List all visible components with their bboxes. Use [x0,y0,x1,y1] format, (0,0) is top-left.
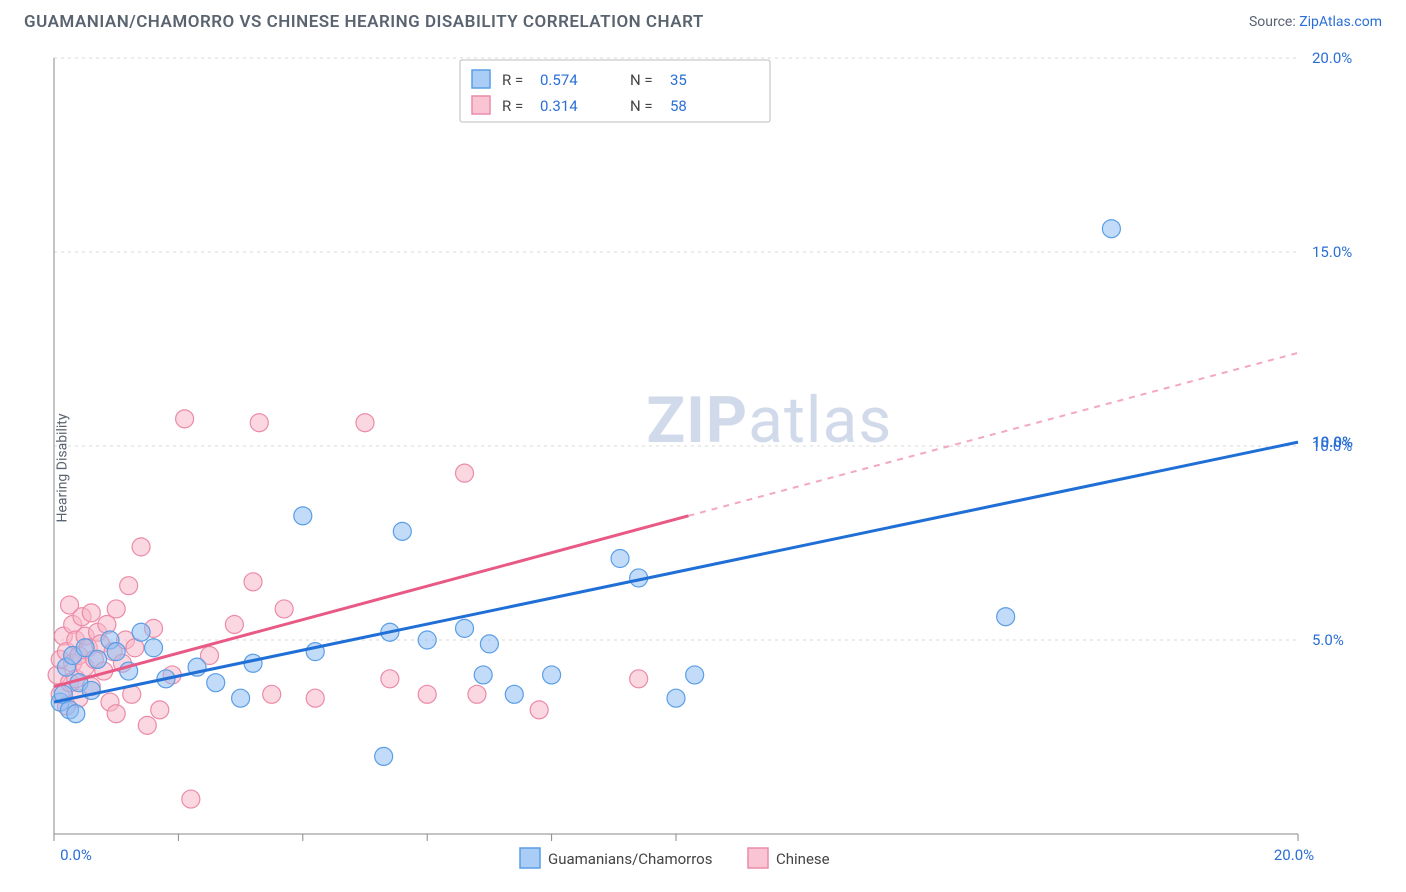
data-point-guamanian [145,639,163,657]
data-point-guamanian [611,550,629,568]
data-point-guamanian [997,608,1015,626]
trendline-chinese [54,516,688,687]
legend-r-label: R = [502,97,523,115]
data-point-guamanian [418,631,436,649]
legend-swatch-blue [472,70,490,88]
data-point-chinese [263,685,281,703]
y-tick-label: 15.0% [1312,243,1352,261]
legend-swatch-blue [520,848,540,868]
legend-r-value: 0.314 [540,97,578,115]
data-point-chinese [182,790,200,808]
source-link[interactable]: ZipAtlas.com [1299,14,1382,30]
data-point-guamanian [543,666,561,684]
data-point-guamanian [67,705,85,723]
watermark: ZIPatlas [646,383,892,458]
y-tick-label: 20.0% [1312,49,1352,67]
chart-container: Hearing Disability 5.0%10.0%15.0%20.0%ZI… [0,44,1406,892]
data-point-chinese [381,670,399,688]
data-point-chinese [107,705,125,723]
data-point-guamanian [207,674,225,692]
legend-n-value: 58 [670,97,687,115]
data-point-guamanian [132,623,150,641]
legend-swatch-pink [472,96,490,114]
data-point-chinese [138,716,156,734]
data-point-guamanian [505,685,523,703]
data-point-chinese [132,538,150,556]
legend-series-label: Chinese [776,850,830,868]
trendline-guamanian [54,442,1298,702]
data-point-chinese [120,577,138,595]
data-point-chinese [530,701,548,719]
data-point-guamanian [375,747,393,765]
chart-title: GUAMANIAN/CHAMORRO VS CHINESE HEARING DI… [24,12,704,32]
data-point-chinese [176,410,194,428]
data-point-guamanian [480,635,498,653]
legend-r-label: R = [502,71,523,89]
legend-r-value: 0.574 [540,71,578,89]
data-point-guamanian [232,689,250,707]
data-point-chinese [356,414,374,432]
data-point-chinese [82,604,100,622]
series-legend: Guamanians/Chamorros Chinese [520,848,830,868]
data-point-guamanian [393,522,411,540]
data-point-chinese [151,701,169,719]
data-point-chinese [468,685,486,703]
legend-n-value: 35 [670,71,687,89]
data-point-guamanian [294,507,312,525]
legend-n-label: N = [630,71,653,89]
data-point-chinese [250,414,268,432]
data-point-guamanian [667,689,685,707]
legend-series-label: Guamanians/Chamorros [548,850,712,868]
data-point-chinese [107,600,125,618]
source-prefix: Source: [1249,14,1299,30]
data-point-chinese [456,464,474,482]
chart-header: GUAMANIAN/CHAMORRO VS CHINESE HEARING DI… [0,0,1406,40]
trendline-end-label: 10.0% [1312,433,1353,451]
source-attribution: Source: ZipAtlas.com [1249,14,1382,30]
data-point-chinese [244,573,262,591]
data-point-guamanian [456,619,474,637]
data-point-guamanian [1102,220,1120,238]
data-point-chinese [275,600,293,618]
data-point-guamanian [686,666,704,684]
y-axis-label: Hearing Disability [54,414,70,523]
x-tick-label: 0.0% [60,846,92,864]
data-point-chinese [418,685,436,703]
data-point-guamanian [89,650,107,668]
legend-n-label: N = [630,97,653,115]
x-tick-label: 20.0% [1274,846,1314,864]
data-point-chinese [225,615,243,633]
data-point-guamanian [474,666,492,684]
y-tick-label: 5.0% [1312,631,1344,649]
data-point-chinese [630,670,648,688]
data-point-chinese [98,615,116,633]
scatter-chart-svg: 5.0%10.0%15.0%20.0%ZIPatlas0.0%20.0%10.0… [0,44,1406,892]
legend-swatch-pink [748,848,768,868]
data-point-guamanian [107,643,125,661]
data-point-chinese [306,689,324,707]
